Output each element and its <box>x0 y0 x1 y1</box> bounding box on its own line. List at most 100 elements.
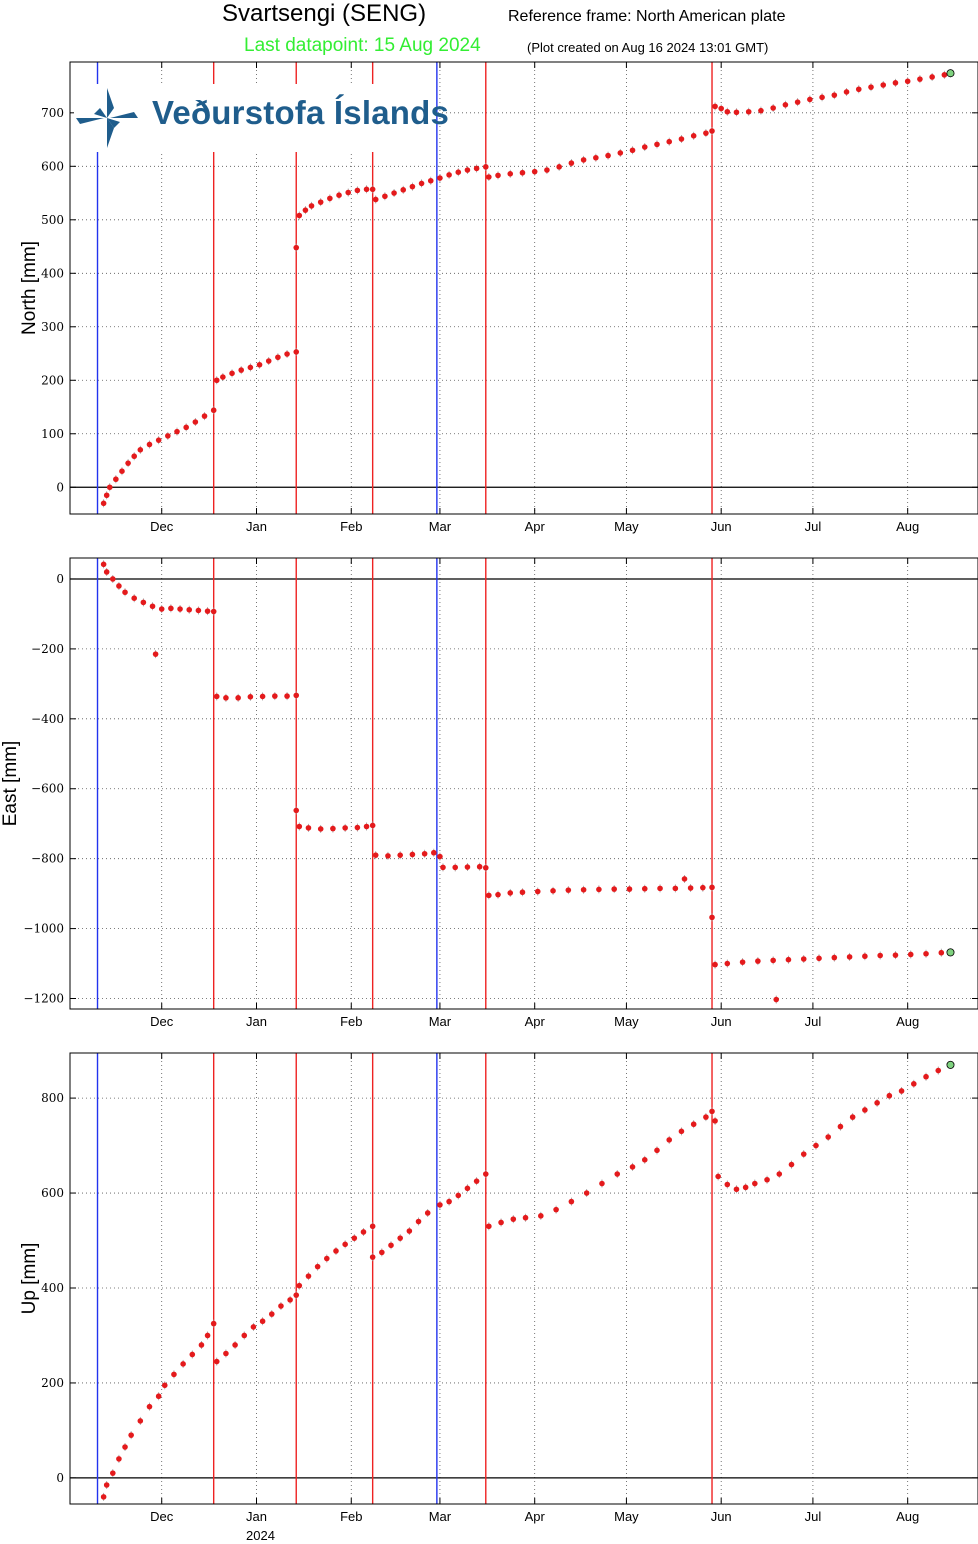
y-tick-label: 600 <box>41 159 64 173</box>
data-point <box>855 86 862 93</box>
data-point <box>629 147 636 154</box>
x-tick-label: Apr <box>525 1509 546 1524</box>
data-point <box>672 885 679 892</box>
data-point <box>369 822 376 829</box>
data-point <box>287 1297 293 1303</box>
data-point <box>455 169 462 175</box>
data-point <box>342 825 348 831</box>
y-tick-label: 400 <box>41 266 64 280</box>
data-point <box>507 170 514 177</box>
data-point <box>137 1418 144 1424</box>
y-tick-label: −800 <box>31 852 64 866</box>
data-point <box>238 367 245 373</box>
y-tick-label: 0 <box>56 480 64 494</box>
data-point <box>131 453 138 460</box>
panel-frame <box>69 61 978 515</box>
data-point <box>473 165 480 172</box>
data-point <box>391 190 397 196</box>
data-point <box>232 1342 238 1348</box>
x-tick-label: Jul <box>805 1509 822 1524</box>
data-point <box>874 1100 880 1106</box>
data-point <box>128 1432 134 1438</box>
compass-logo-icon <box>76 88 138 148</box>
panel-frame <box>69 1052 978 1505</box>
data-point <box>629 1164 636 1170</box>
y-tick-label: 0 <box>56 1471 64 1485</box>
data-point <box>816 955 822 962</box>
data-point <box>681 876 688 882</box>
last-datapoint-marker <box>946 948 955 957</box>
data-point <box>929 74 935 80</box>
data-point <box>482 164 489 170</box>
x-tick-label: Aug <box>896 1014 919 1029</box>
data-point <box>486 1223 492 1230</box>
data-point <box>330 825 336 832</box>
data-point <box>709 914 715 921</box>
data-point <box>342 1241 348 1248</box>
data-point <box>626 886 633 892</box>
data-point <box>538 1213 544 1219</box>
data-point <box>807 96 813 103</box>
data-point <box>278 1303 284 1309</box>
data-point <box>293 349 300 355</box>
data-point <box>122 1444 128 1450</box>
data-point <box>110 576 116 582</box>
data-point <box>327 195 333 202</box>
data-point <box>183 424 189 431</box>
data-point <box>180 1361 186 1367</box>
data-point <box>617 150 624 156</box>
y-tick-label: 500 <box>41 213 64 227</box>
data-point <box>843 89 850 95</box>
data-point <box>360 1229 367 1235</box>
x-tick-label: Apr <box>525 1014 546 1029</box>
x-tick-label: Mar <box>429 519 452 534</box>
data-point <box>296 212 303 219</box>
x-tick-label: Jan <box>246 519 267 534</box>
data-point <box>593 154 599 161</box>
data-point <box>259 693 266 700</box>
data-point <box>158 606 165 612</box>
data-point <box>268 1311 275 1317</box>
data-point <box>241 1332 248 1339</box>
data-point <box>155 1393 162 1400</box>
data-point <box>498 1219 504 1226</box>
data-point <box>666 138 673 145</box>
data-point <box>388 1242 394 1249</box>
x-tick-label: May <box>614 1014 639 1029</box>
data-point <box>204 1332 211 1339</box>
y-tick-label: −400 <box>31 712 64 726</box>
y-tick-label: 0 <box>56 572 64 586</box>
data-point <box>427 177 434 184</box>
data-point <box>137 447 144 453</box>
data-point <box>116 1456 122 1462</box>
data-point <box>687 885 694 891</box>
data-point <box>363 823 370 830</box>
data-point <box>464 864 471 870</box>
data-point <box>317 199 324 205</box>
y-axis-label: Up [mm] <box>19 1243 40 1315</box>
data-point <box>372 852 379 858</box>
data-point <box>657 885 663 892</box>
data-point <box>773 996 780 1003</box>
x-tick-label: Jan <box>246 1509 267 1524</box>
data-point <box>568 160 575 166</box>
data-point <box>770 105 776 111</box>
x-tick-label: May <box>614 1509 639 1524</box>
data-point <box>229 370 235 377</box>
data-point <box>100 500 107 507</box>
data-point <box>758 107 764 114</box>
panel-1: Dec Jan Feb Mar Apr May Jun Jul Aug 0 100 200 300 400… <box>19 61 978 534</box>
data-point <box>849 1114 856 1120</box>
y-tick-label: 100 <box>41 427 64 441</box>
data-point <box>837 1123 844 1130</box>
data-point <box>703 1114 709 1120</box>
data-point <box>213 377 220 384</box>
data-point <box>519 169 526 176</box>
data-point <box>568 1198 575 1205</box>
data-point <box>452 864 459 871</box>
data-point <box>146 1403 153 1410</box>
data-point <box>486 174 492 180</box>
data-point <box>678 1128 685 1135</box>
data-point <box>666 1137 673 1143</box>
data-point <box>324 1255 330 1262</box>
